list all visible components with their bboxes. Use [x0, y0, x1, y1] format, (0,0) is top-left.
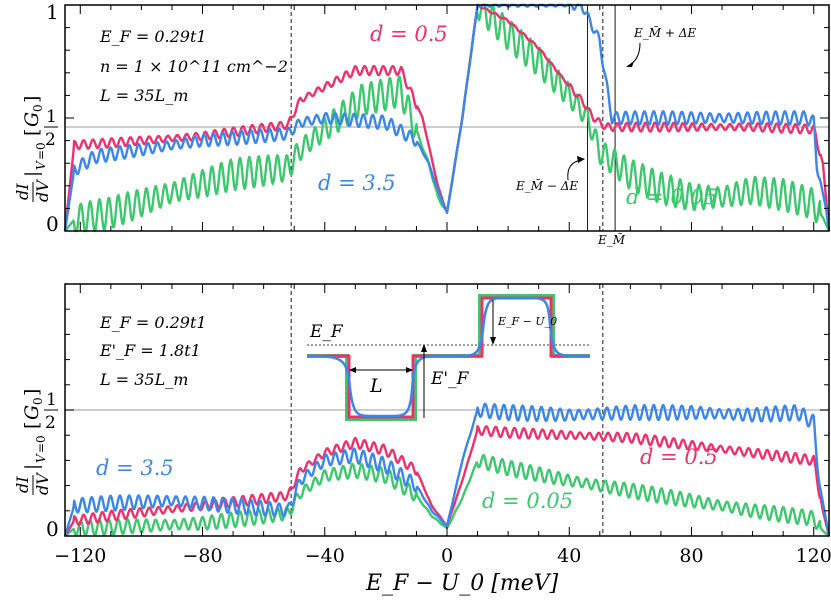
svg-text:]: ]	[21, 389, 43, 396]
inset-efu0-arrowhead	[490, 337, 496, 345]
svg-text:=0: =0	[34, 142, 48, 160]
bottom-ylabel: dI dV | V =0 [ G 0 ]	[13, 389, 52, 495]
svg-text:2: 2	[45, 413, 56, 433]
top-series-d-3-5	[63, 3, 831, 232]
inset-ef-label: E_F	[309, 322, 344, 342]
x-tick-label-4: 40	[557, 545, 581, 567]
top-annot-arrow-minus	[567, 159, 583, 181]
svg-text:=0: =0	[34, 435, 48, 453]
top-annot-arrowhead-plus	[626, 61, 634, 67]
top-param-n: n = 1 × 10^11 cm^−2	[100, 57, 288, 76]
svg-text:|: |	[22, 464, 43, 470]
top-curves	[63, 3, 831, 233]
svg-text:dV: dV	[33, 472, 52, 495]
svg-text:dI: dI	[13, 476, 32, 493]
top-ytick-half: 1 2	[44, 107, 58, 150]
top-annot-em: E_M̃	[597, 232, 626, 247]
potential-inset: E_F L E'_F E_F − U_0	[306, 294, 590, 421]
bottom-label-d05: d = 0.5	[640, 445, 718, 469]
top-ytick-0: 0	[46, 212, 59, 236]
inset-l-arrowhead-left	[349, 367, 356, 373]
top-label-d05: d = 0.5	[370, 22, 448, 46]
bottom-series-d-3-5	[63, 402, 831, 537]
top-param-l: L = 35L_m	[99, 86, 188, 105]
svg-text:[: [	[21, 422, 43, 429]
bottom-label-d005: d = 0.05	[482, 489, 573, 513]
svg-text:dI: dI	[13, 183, 32, 200]
svg-text:2: 2	[45, 130, 56, 150]
top-param-ef: E_F = 0.29t1	[99, 27, 207, 46]
svg-text:|: |	[22, 171, 43, 177]
inset-efu0-label: E_F − U_0	[497, 315, 557, 328]
svg-text:G: G	[21, 112, 43, 127]
svg-text:]: ]	[21, 96, 43, 103]
bottom-label-d35: d = 3.5	[96, 456, 174, 480]
top-annot-arrow-plus	[627, 42, 641, 67]
svg-text:[: [	[21, 129, 43, 136]
bottom-ticks	[65, 283, 829, 537]
x-tick-label-3: 0	[441, 545, 453, 567]
bottom-panel: 1 2 0 dI dV | V =0 [ G 0 ] E_F = 0.29t1 …	[13, 283, 831, 541]
top-annot-em-minus: E_M̃ − ΔE	[515, 178, 578, 193]
inset-l-arrowhead-right	[406, 367, 413, 373]
bottom-param-ef: E_F = 0.29t1	[99, 313, 207, 332]
svg-text:G: G	[21, 405, 43, 420]
bottom-param-efp: E'_F = 1.8t1	[99, 341, 201, 360]
x-tick-labels: −120 −80 −40 0 40 80 120	[54, 545, 831, 567]
bottom-series-d-0-5	[63, 424, 831, 537]
top-ylabel: dI dV | V =0 [ G 0 ]	[13, 96, 52, 202]
top-annot-em-plus: E_M̃ + ΔE	[633, 25, 696, 40]
x-tick-label-6: 120	[796, 545, 831, 567]
inset-l-label: L	[369, 375, 383, 397]
inset-efp-arrowhead	[421, 344, 427, 352]
bottom-vlines	[290, 284, 604, 536]
bottom-ytick-0: 0	[46, 517, 59, 541]
bottom-ytick-half: 1 2	[44, 390, 58, 433]
inset-efp-label: E'_F	[430, 369, 470, 389]
bottom-param-l: L = 35L_m	[99, 370, 188, 389]
svg-text:1: 1	[46, 107, 57, 127]
top-label-d35: d = 3.5	[318, 171, 396, 195]
bottom-curves	[63, 402, 831, 537]
top-ytick-1: 1	[46, 0, 59, 24]
svg-text:dV: dV	[33, 179, 52, 202]
x-tick-label-5: 80	[679, 545, 703, 567]
x-axis-label: E_F − U_0 [meV]	[365, 571, 559, 596]
svg-text:1: 1	[46, 390, 57, 410]
top-panel: 1 1 2 0 dI dV | V =0 [ G 0 ] E_F = 0.29t…	[13, 0, 831, 247]
inset-profile-blue	[306, 296, 590, 418]
top-label-d005: d = 0.05	[626, 185, 717, 209]
x-tick-label-0: −120	[54, 545, 106, 567]
x-tick-label-1: −80	[182, 545, 222, 567]
svg-text:0: 0	[31, 104, 45, 112]
top-annot-arrowhead-minus	[577, 156, 585, 163]
svg-text:V: V	[34, 160, 48, 170]
svg-text:0: 0	[31, 397, 45, 405]
top-ticks	[65, 4, 829, 232]
x-tick-label-2: −40	[305, 545, 345, 567]
svg-text:V: V	[34, 453, 48, 463]
